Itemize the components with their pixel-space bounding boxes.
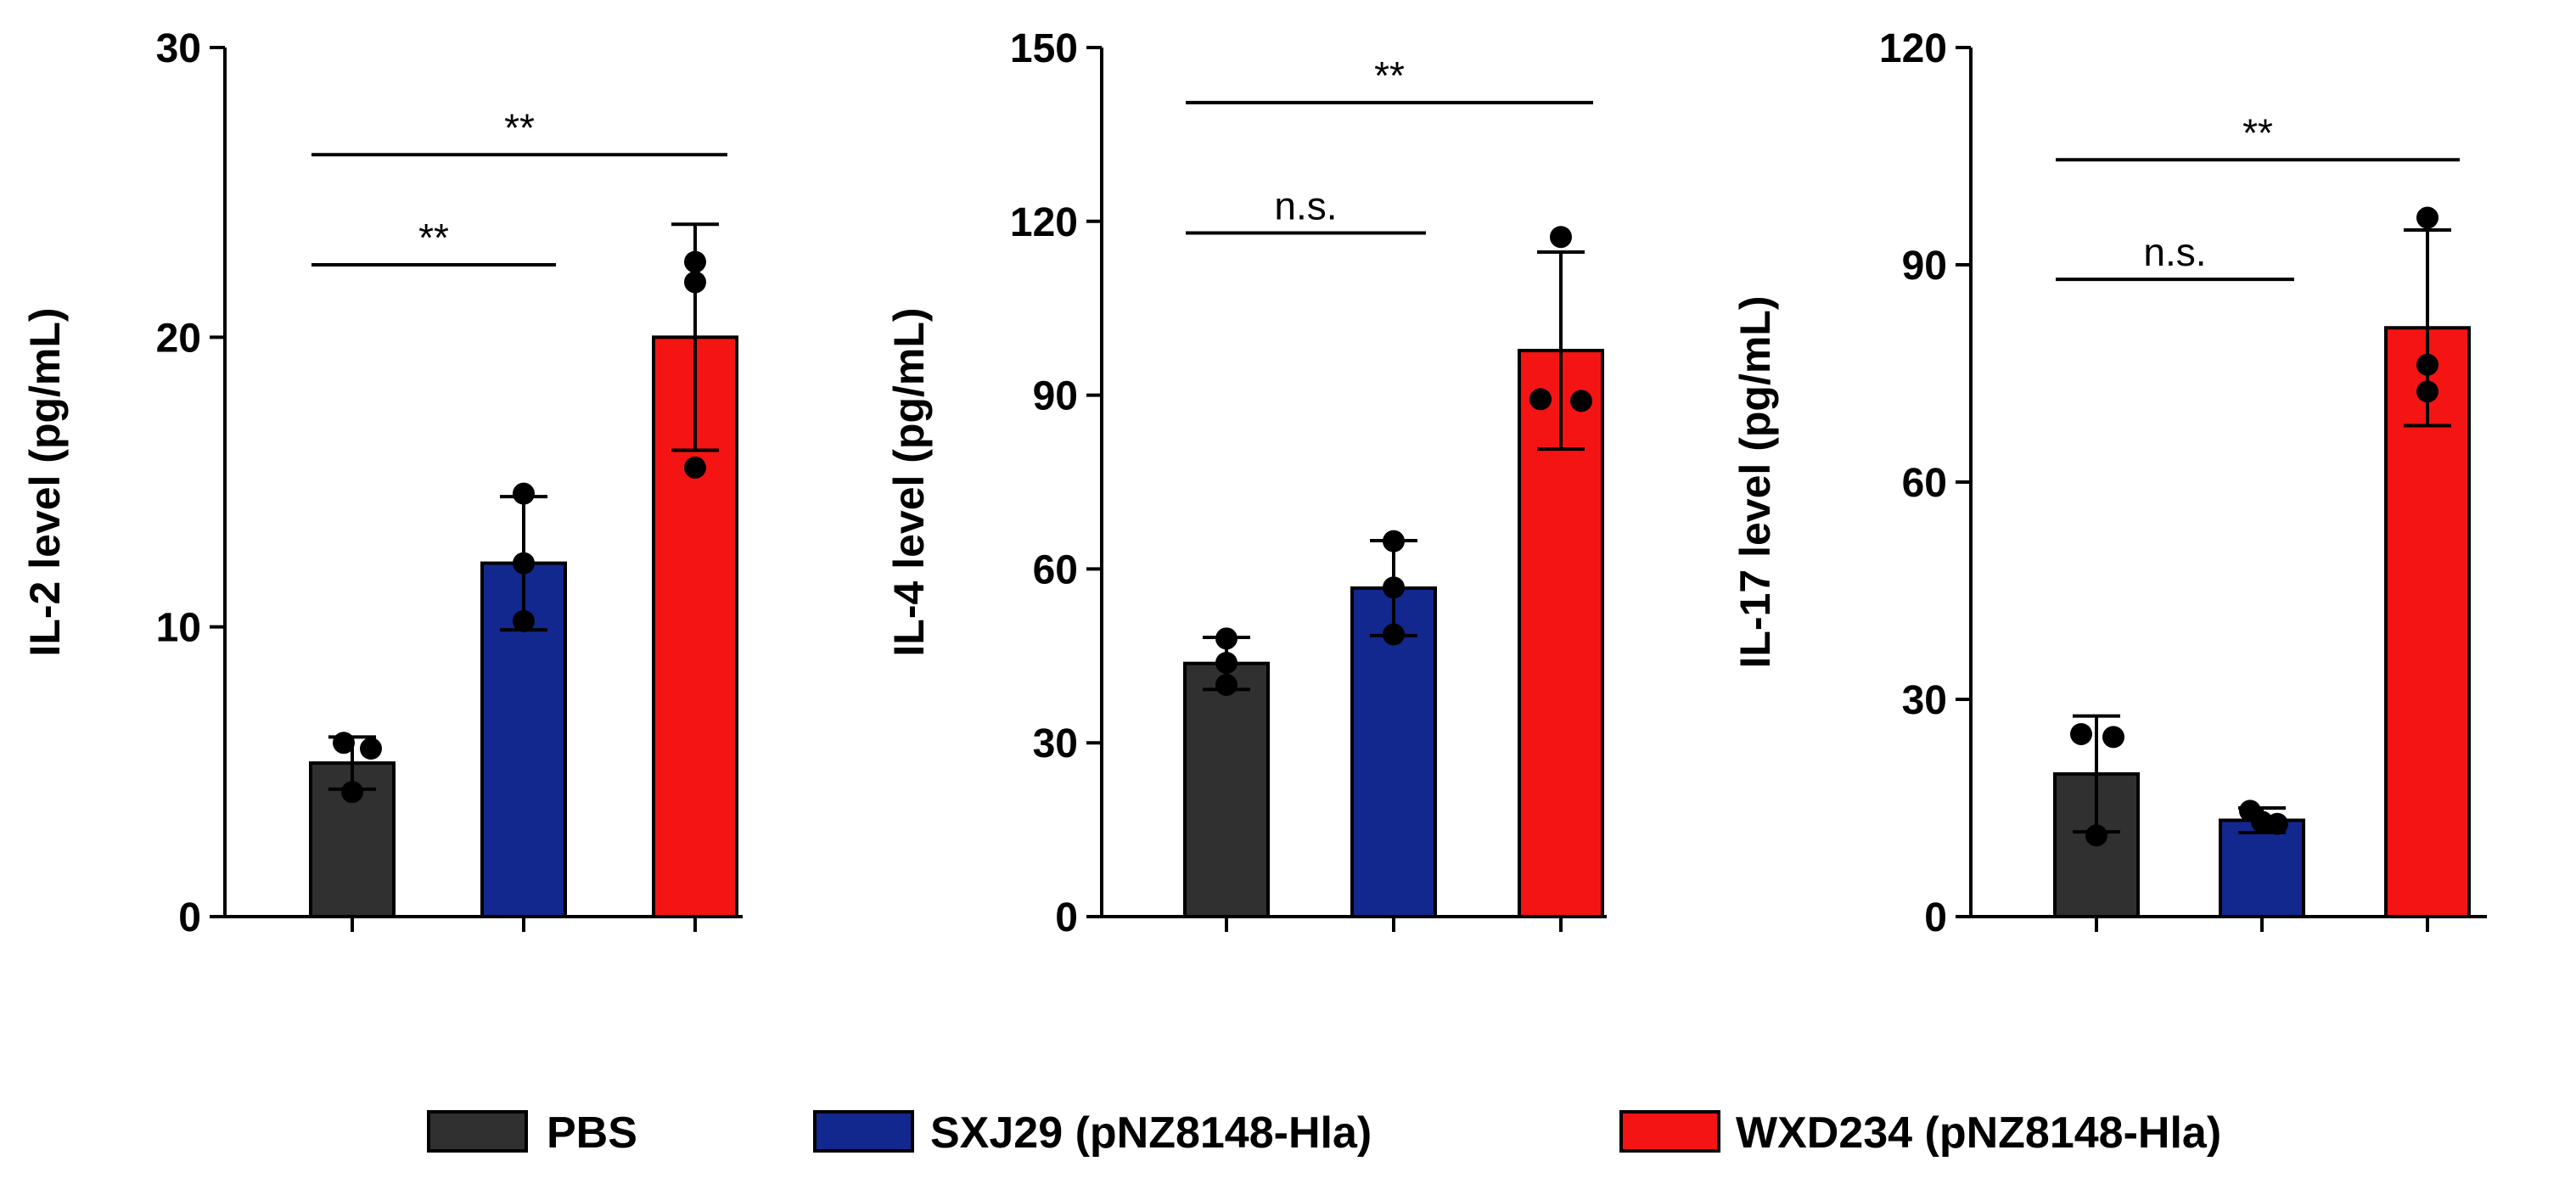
data-point [513,482,535,505]
legend-swatch [813,1110,914,1153]
data-point [341,781,363,804]
bar-2 [1350,586,1437,918]
significance-label: ** [1374,53,1405,98]
significance-label: ** [418,216,449,260]
y-tick-label: 120 [1010,200,1078,245]
y-axis-title: IL-4 level (pg/mL) [885,307,933,656]
data-point [684,271,706,294]
significance-label: ** [2242,110,2273,154]
y-tick-label: 90 [1033,374,1078,419]
legend-label: PBS [547,1108,637,1158]
y-tick-label: 30 [156,26,201,71]
data-point [1383,530,1405,553]
data-point [2416,380,2439,403]
legend-swatch [1619,1110,1720,1153]
data-point [360,738,382,760]
y-tick-label: 60 [1902,461,1947,506]
legend: PBS SXJ29 (pNZ8148-Hla) WXD234 (pNZ8148-Hl… [427,1108,2221,1158]
chart-panels: 0 10 20 30 IL-2 level (pg/mL) ** ** 0 30 60 90 120 1… [21,26,2487,940]
data-point [1215,651,1237,674]
legend-label: SXJ29 (pNZ8148-Hla) [930,1108,1372,1158]
y-tick-label: 20 [156,316,201,361]
y-tick-label: 10 [156,606,201,651]
y-tick-label: 90 [1902,244,1947,289]
legend-label: WXD234 (pNZ8148-Hla) [1736,1108,2221,1158]
y-axis-title: IL-2 level (pg/mL) [21,307,69,656]
error-bar-3 [1537,250,1585,452]
y-tick-label: 30 [1902,678,1947,723]
y-tick-label: 30 [1033,721,1078,766]
data-point [2266,812,2288,835]
significance-label: ** [504,105,535,149]
chart-panel-2: 0 30 60 90 120 150 IL-4 level (pg/mL) n.s. ** [885,26,1607,940]
data-point [1529,388,1552,411]
data-point [1383,623,1405,646]
data-point [333,732,355,755]
data-point [2070,722,2092,745]
data-point [513,552,535,575]
data-point [1570,390,1592,412]
y-tick-label: 150 [1010,26,1078,71]
legend-swatch [427,1110,528,1153]
data-point [2416,353,2439,376]
data-point [2085,824,2107,847]
significance-label: n.s. [2143,230,2206,274]
legend-item-3: WXD234 (pNZ8148-Hla) [1619,1108,2221,1158]
data-point [1215,673,1237,696]
data-point [1550,226,1572,249]
y-tick-label: 120 [1879,26,1947,71]
bar-1 [1183,661,1270,919]
significance-label: n.s. [1274,183,1337,227]
data-point [2416,206,2439,229]
y-tick-label: 0 [1055,895,1078,940]
y-tick-label: 0 [1924,895,1947,940]
legend-item-1: PBS [427,1108,637,1158]
data-point [684,456,706,479]
y-tick-label: 60 [1033,547,1078,592]
data-point [1383,576,1405,599]
data-point [1215,627,1237,650]
chart-panel-1: 0 10 20 30 IL-2 level (pg/mL) ** ** [21,26,743,940]
data-point [2102,726,2124,749]
data-point [513,609,535,632]
bar-2 [2219,818,2305,918]
bar-3 [1518,349,1604,918]
legend-item-2: SXJ29 (pNZ8148-Hla) [813,1108,1372,1158]
y-tick-label: 0 [178,895,201,940]
y-axis-title: IL-17 level (pg/mL) [1731,296,1779,669]
chart-panel-3: 0 30 60 90 120 IL-17 level (pg/mL) n.s. ** [1731,26,2487,940]
data-point [684,250,706,273]
